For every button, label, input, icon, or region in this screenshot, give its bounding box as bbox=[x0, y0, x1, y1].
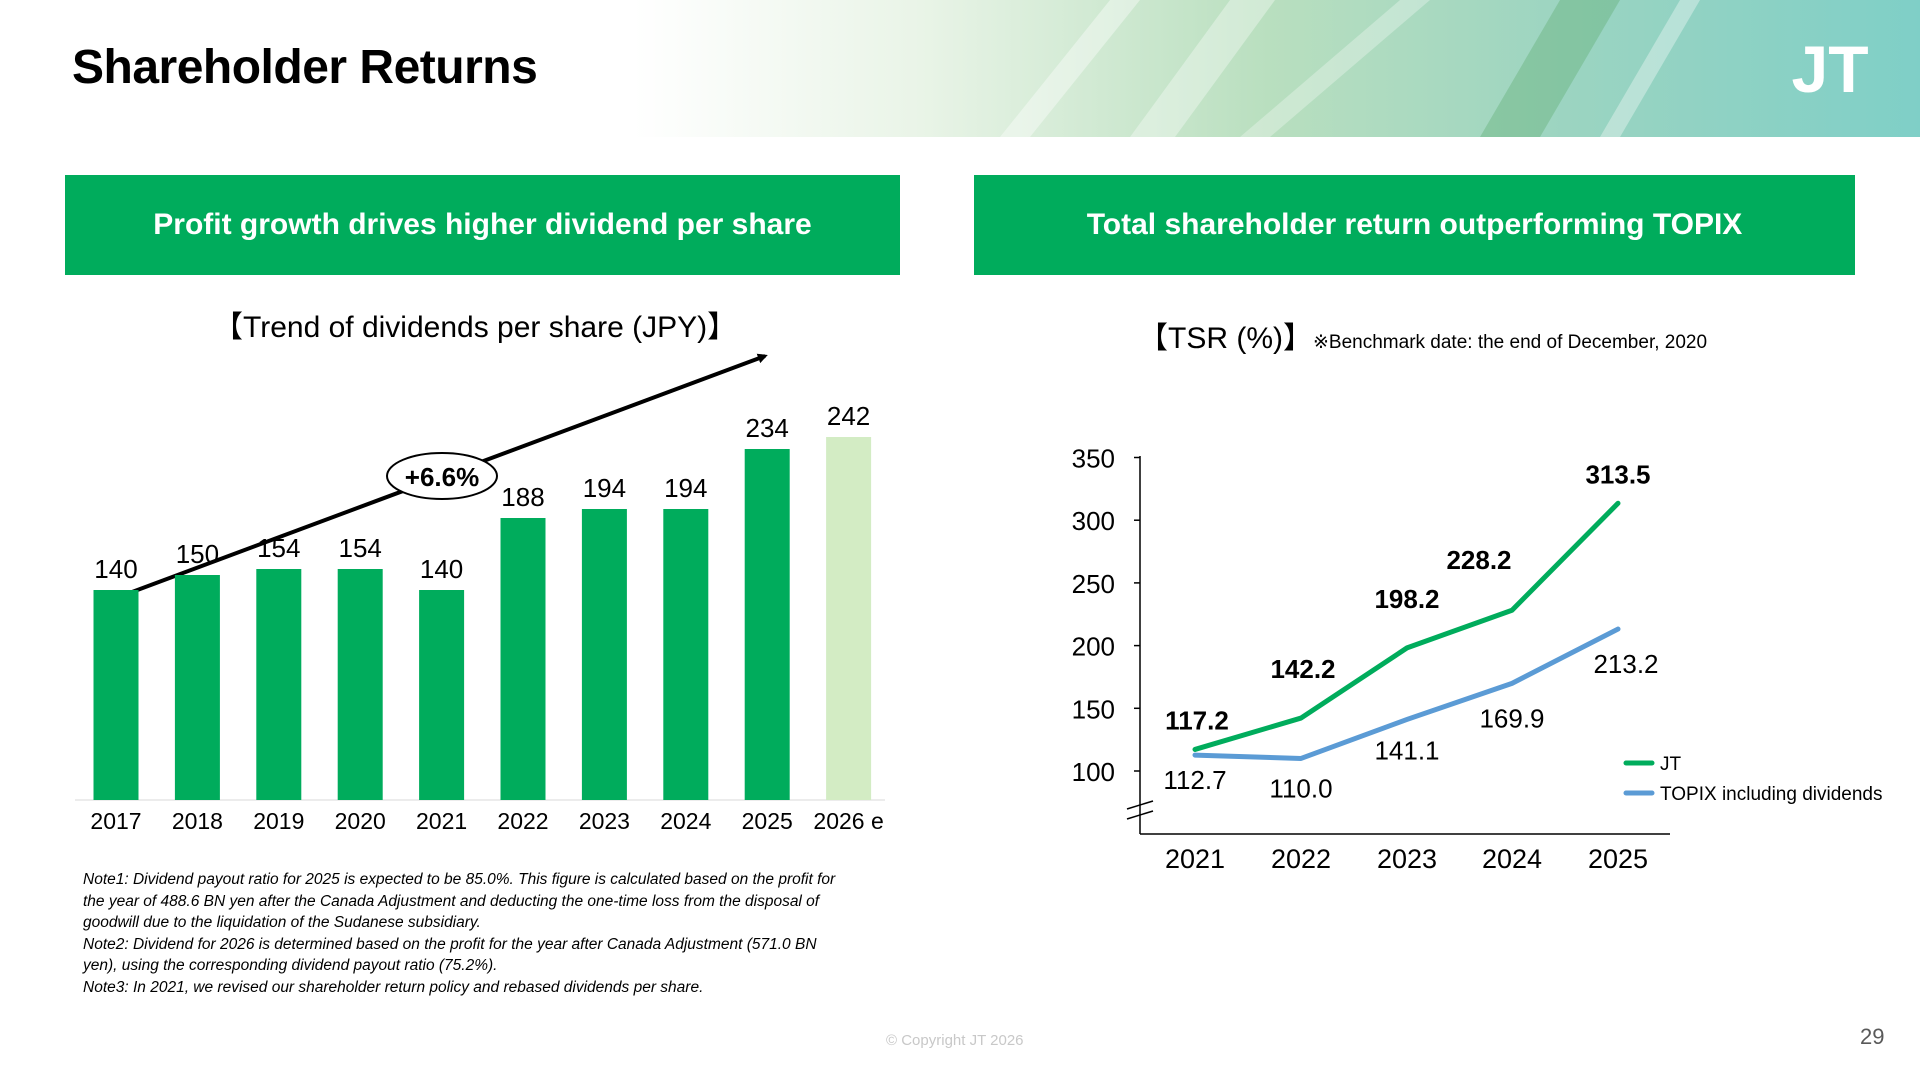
legend-label: TOPIX including dividends bbox=[1660, 784, 1883, 805]
bar-value-label: 194 bbox=[664, 473, 707, 503]
axis-break-mark bbox=[1126, 810, 1154, 820]
dividend-chart-title: 【Trend of dividends per share (JPY)】 bbox=[213, 311, 738, 344]
growth-badge bbox=[386, 452, 498, 500]
bar-value-label: 242 bbox=[827, 401, 870, 431]
y-tick-label: 300 bbox=[1072, 506, 1115, 536]
dividend-bar bbox=[500, 518, 546, 800]
y-tick-label: 150 bbox=[1072, 694, 1115, 724]
tsr-chart-title-wrap: 【TSR (%)】※Benchmark date: the end of Dec… bbox=[1138, 313, 1707, 357]
note-line: goodwill due to the liquidation of the S… bbox=[83, 914, 481, 931]
bar-value-label: 140 bbox=[94, 554, 137, 584]
jt-data-label: 228.2 bbox=[1446, 545, 1511, 575]
bar-category-label: 2017 bbox=[90, 808, 141, 834]
bar-value-label: 188 bbox=[501, 482, 544, 512]
note-line: Note3: In 2021, we revised our sharehold… bbox=[83, 978, 704, 996]
dividend-bar bbox=[174, 575, 220, 800]
jt-data-label: 313.5 bbox=[1585, 459, 1650, 489]
benchmark-note: ※Benchmark date: the end of December, 20… bbox=[1313, 332, 1708, 353]
x-tick-label: 2021 bbox=[1165, 844, 1225, 874]
y-tick-label: 250 bbox=[1072, 569, 1115, 599]
note-line: Note2: Dividend for 2026 is determined b… bbox=[83, 935, 817, 953]
growth-label: +6.6% bbox=[405, 462, 479, 492]
note-line: Note1: Dividend payout ratio for 2025 is… bbox=[83, 871, 836, 888]
dividend-bar bbox=[419, 590, 465, 800]
series-line bbox=[1192, 626, 1621, 761]
header-decoration bbox=[1000, 0, 1700, 137]
dividend-bar bbox=[744, 449, 790, 800]
jt-data-label: 198.2 bbox=[1374, 584, 1439, 614]
left-banner: Profit growth drives higher dividend per… bbox=[65, 175, 900, 275]
jt-data-label: 142.2 bbox=[1270, 654, 1335, 684]
bar-value-label: 234 bbox=[746, 413, 789, 443]
dividend-bar bbox=[663, 509, 709, 800]
x-tick-label: 2023 bbox=[1377, 844, 1437, 874]
bar-value-label: 154 bbox=[257, 533, 300, 563]
x-tick-label: 2022 bbox=[1271, 844, 1331, 874]
dividend-bar bbox=[93, 590, 139, 800]
header-band: Shareholder Returns JT bbox=[0, 0, 1920, 137]
right-banner: Total shareholder return outperforming T… bbox=[974, 175, 1855, 275]
jt-logo-text: JT bbox=[1791, 32, 1868, 106]
page-number: 29 bbox=[1860, 1024, 1885, 1049]
dividend-bar bbox=[256, 569, 302, 800]
bar-category-label: 2022 bbox=[497, 808, 548, 834]
copyright: © Copyright JT 2026 bbox=[886, 1032, 1024, 1049]
bar-category-label: 2023 bbox=[579, 808, 630, 834]
x-tick-label: 2025 bbox=[1588, 844, 1648, 874]
bar-category-label: 2019 bbox=[253, 808, 304, 834]
jt-data-label: 117.2 bbox=[1165, 705, 1229, 735]
legend-label: JT bbox=[1660, 754, 1682, 775]
bar-value-label: 194 bbox=[583, 473, 626, 503]
topix-data-label: 110.0 bbox=[1269, 773, 1332, 803]
bar-category-label: 2021 bbox=[416, 808, 467, 834]
tsr-chart-title: 【TSR (%)】 bbox=[1138, 322, 1313, 355]
dividend-bar bbox=[826, 437, 872, 800]
bar-category-label: 2026 e bbox=[813, 808, 883, 834]
topix-data-label: 112.7 bbox=[1163, 765, 1226, 795]
tsr-line-chart: 100 150 200 250 300 350 2021 2022 2023 2024 2025 1… bbox=[1072, 444, 1883, 875]
page-title: Shareholder Returns bbox=[72, 41, 538, 94]
bar-category-label: 2020 bbox=[335, 808, 386, 834]
dividend-bar-chart: +6.6% 140 2017 150 2018 154 2019 154 2020 140 202… bbox=[75, 353, 885, 834]
bar-category-label: 2025 bbox=[742, 808, 793, 834]
topix-data-label: 213.2 bbox=[1593, 649, 1658, 679]
jt-logo: JT bbox=[1791, 32, 1868, 106]
bar-value-label: 140 bbox=[420, 554, 463, 584]
footnotes: Note1: Dividend payout ratio for 2025 is… bbox=[83, 869, 983, 998]
dividend-bar bbox=[337, 569, 383, 800]
y-tick-label: 350 bbox=[1072, 444, 1115, 474]
bar-category-label: 2018 bbox=[172, 808, 223, 834]
topix-data-label: 169.9 bbox=[1479, 703, 1544, 733]
series-line bbox=[1192, 500, 1621, 752]
y-tick-label: 200 bbox=[1072, 632, 1115, 662]
topix-data-label: 141.1 bbox=[1374, 735, 1439, 765]
axis-break-mark bbox=[1126, 800, 1154, 810]
x-tick-label: 2024 bbox=[1482, 844, 1542, 874]
note-line: yen), using the corresponding dividend p… bbox=[83, 957, 498, 974]
note-line: the year of 488.6 BN yen after the Canad… bbox=[83, 892, 820, 910]
bar-value-label: 150 bbox=[176, 539, 219, 569]
y-tick-label: 100 bbox=[1072, 757, 1115, 787]
dividend-bar bbox=[581, 509, 627, 800]
bar-value-label: 154 bbox=[339, 533, 382, 563]
bar-category-label: 2024 bbox=[660, 808, 711, 834]
